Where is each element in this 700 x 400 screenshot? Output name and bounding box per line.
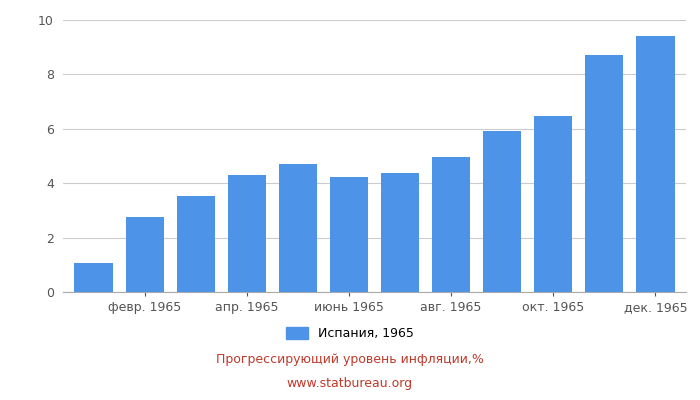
Bar (381, 173, 419, 292)
Bar (483, 131, 522, 292)
Bar (228, 175, 266, 292)
Bar (432, 157, 470, 292)
Bar (125, 217, 164, 292)
Legend: Испания, 1965: Испания, 1965 (281, 322, 419, 345)
Bar (176, 196, 215, 292)
Bar (534, 116, 573, 292)
Text: Прогрессирующий уровень инфляции,%: Прогрессирующий уровень инфляции,% (216, 354, 484, 366)
Bar (330, 177, 368, 292)
Text: www.statbureau.org: www.statbureau.org (287, 378, 413, 390)
Bar (279, 164, 317, 292)
Bar (74, 263, 113, 292)
Bar (585, 55, 624, 292)
Bar (636, 36, 675, 292)
